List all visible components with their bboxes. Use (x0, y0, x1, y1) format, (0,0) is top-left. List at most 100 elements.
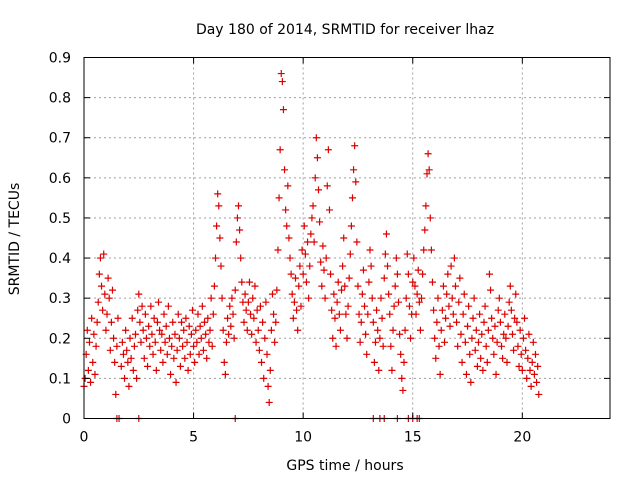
data-point (219, 326, 227, 334)
data-point (149, 350, 157, 358)
data-point (449, 310, 457, 318)
data-point (256, 302, 264, 310)
data-point (500, 330, 508, 338)
data-point (362, 330, 370, 338)
data-point (162, 322, 170, 330)
data-point (465, 302, 473, 310)
data-point (481, 302, 489, 310)
data-point (202, 330, 210, 338)
data-point (113, 342, 121, 350)
data-point (352, 178, 360, 186)
data-point (178, 318, 186, 326)
data-point (464, 322, 472, 330)
data-point (347, 222, 355, 230)
data-point (460, 290, 468, 298)
data-point (144, 362, 152, 370)
data-point (188, 306, 196, 314)
data-point (172, 378, 180, 386)
data-point (392, 254, 400, 262)
data-point (289, 314, 297, 322)
data-point (455, 298, 463, 306)
data-point (227, 322, 235, 330)
data-point (85, 338, 93, 346)
data-point (498, 342, 506, 350)
data-point (407, 334, 415, 342)
data-point (494, 306, 502, 314)
data-point (192, 326, 200, 334)
data-point (170, 354, 178, 362)
y-tick-label: 0.6 (49, 171, 71, 187)
data-point (226, 302, 234, 310)
data-point (340, 234, 348, 242)
data-point (361, 302, 369, 310)
data-point (508, 330, 516, 338)
data-point (453, 318, 461, 326)
data-point (141, 310, 149, 318)
data-point (403, 250, 411, 258)
data-point (122, 326, 130, 334)
data-point (436, 370, 444, 378)
data-point (458, 358, 466, 366)
data-point (390, 302, 398, 310)
data-point (322, 254, 330, 262)
data-point (228, 294, 236, 302)
data-point (136, 318, 144, 326)
data-point (377, 294, 385, 302)
data-point (444, 270, 452, 278)
data-point (175, 334, 183, 342)
data-point (268, 290, 276, 298)
data-point (262, 298, 270, 306)
data-point (344, 302, 352, 310)
data-point (396, 330, 404, 338)
data-point (218, 294, 226, 302)
data-point (214, 190, 222, 198)
data-point (167, 370, 175, 378)
data-point (513, 318, 521, 326)
data-point (100, 250, 108, 258)
data-point (308, 214, 316, 222)
data-point (298, 246, 306, 254)
data-point (190, 342, 198, 350)
data-point (395, 298, 403, 306)
data-point (290, 298, 298, 306)
data-point (129, 366, 137, 374)
data-point (526, 366, 534, 374)
data-point (414, 266, 422, 274)
data-point (142, 334, 150, 342)
data-point (378, 314, 386, 322)
data-point (248, 330, 256, 338)
data-point (411, 282, 419, 290)
data-point (413, 290, 421, 298)
data-point (476, 310, 484, 318)
data-point (288, 290, 296, 298)
x-tick-label: 20 (513, 430, 531, 446)
data-point (128, 314, 136, 322)
data-point (253, 306, 261, 314)
data-point (293, 306, 301, 314)
data-point (527, 382, 535, 390)
data-point (327, 270, 335, 278)
data-point (381, 250, 389, 258)
data-point (448, 294, 456, 302)
data-point (121, 374, 129, 382)
data-point (185, 322, 193, 330)
data-point (351, 142, 359, 150)
data-point (416, 326, 424, 334)
data-point (385, 290, 393, 298)
data-point (469, 314, 477, 322)
data-point (297, 302, 305, 310)
data-point (155, 298, 163, 306)
data-point (267, 326, 275, 334)
y-tick-label: 0.7 (49, 131, 71, 147)
x-axis-label: GPS time / hours (286, 458, 403, 474)
data-point (315, 186, 323, 194)
data-point (152, 366, 160, 374)
data-point (451, 282, 459, 290)
data-point (316, 218, 324, 226)
axis-ticks (83, 57, 610, 419)
data-point (387, 342, 395, 350)
data-point (272, 318, 280, 326)
data-point (247, 310, 255, 318)
data-point (511, 314, 519, 322)
data-point (98, 282, 106, 290)
